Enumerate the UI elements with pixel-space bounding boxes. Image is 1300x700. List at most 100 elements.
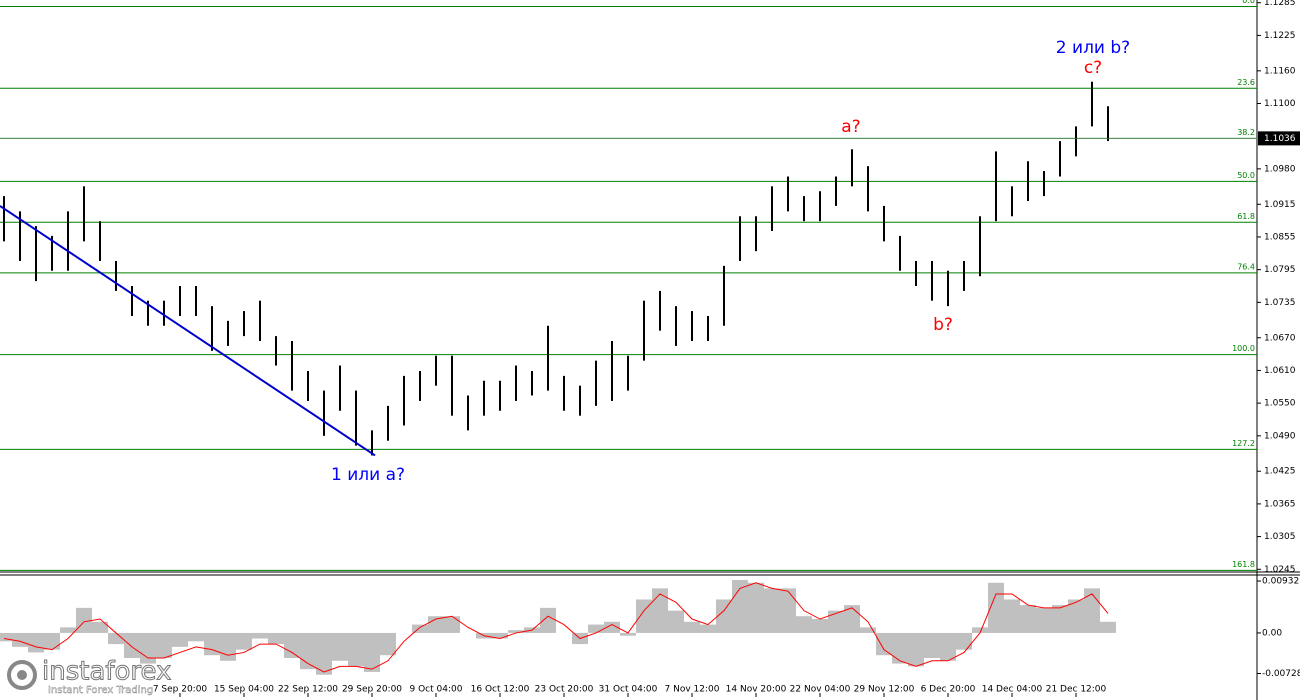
y-tick-label: 1.1100 (1264, 99, 1296, 109)
x-tick-label: 16 Oct 12:00 (471, 685, 530, 695)
histogram-bar (428, 616, 444, 633)
histogram-bar (748, 582, 764, 633)
histogram-bar (492, 632, 508, 639)
y-tick-label: 1.0610 (1264, 366, 1296, 376)
histogram-bar (380, 632, 396, 656)
histogram-bar (876, 632, 892, 656)
histogram-bar (316, 632, 332, 675)
fib-label: 76.4 (1237, 262, 1255, 271)
y-tick-label: 1.0490 (1264, 431, 1296, 441)
logo-icon (17, 670, 27, 680)
histogram-bar (620, 632, 636, 636)
fib-label: 23.6 (1237, 78, 1255, 87)
histogram-bar (812, 619, 828, 633)
fib-label: 50.0 (1237, 171, 1255, 180)
histogram-bar (1036, 607, 1052, 633)
histogram-bar (1020, 605, 1036, 633)
histogram-bar (764, 588, 780, 633)
histogram-bar (124, 632, 140, 659)
oscillator-layer: 7 Sep 20:00 15 Sep 04:00 22 Sep 12:00 29 Se… (0, 577, 1300, 697)
histogram-bar (892, 632, 908, 664)
histogram-bar (1068, 599, 1084, 633)
y2-tick-label: 0.00 (1262, 628, 1282, 638)
histogram-bar (156, 632, 172, 659)
histogram-bar (1052, 605, 1068, 633)
histogram-bar (1084, 588, 1100, 633)
histogram-bar (540, 607, 556, 633)
x-tick-label: 14 Nov 20:00 (726, 685, 787, 695)
y-tick-label: 1.1285 (1264, 0, 1296, 8)
histogram-bar (908, 632, 924, 667)
logo-icon (7, 660, 37, 690)
y-tick-label: 1.0245 (1264, 565, 1296, 575)
histogram-bar (220, 632, 236, 661)
y2-tick-label: -0.00728 (1262, 669, 1300, 679)
y2-tick-label: 0.00932 (1262, 577, 1299, 587)
histogram-bar (780, 588, 796, 633)
y-tick-label: 1.0550 (1264, 399, 1296, 409)
histogram-bar (348, 632, 364, 667)
wave-annotation: b? (933, 315, 953, 335)
histogram-bar (844, 605, 860, 633)
histogram-bar (716, 599, 732, 633)
histogram-bar (28, 632, 44, 653)
x-tick-label: 29 Nov 12:00 (854, 685, 915, 695)
x-tick-label: 9 Oct 04:00 (410, 685, 463, 695)
wave-annotation: c? (1084, 58, 1102, 78)
histogram-bar (700, 624, 716, 633)
histogram-bar (0, 632, 12, 642)
histogram-bar (924, 632, 940, 659)
histogram-bar (12, 632, 28, 647)
histogram-bar (1100, 621, 1116, 633)
y-tick-label: 1.0855 (1264, 232, 1296, 242)
logo-name: instaforex (42, 657, 171, 687)
y-tick-label: 1.0425 (1264, 467, 1296, 477)
x-tick-label: 6 Dec 20:00 (921, 685, 976, 695)
histogram-bar (940, 632, 956, 661)
histogram-bar (364, 632, 380, 672)
price-layer: 1.1285 1.1225 1.1160 1.1100 1.0980 1.0915 1.08… (0, 0, 1300, 575)
x-tick-label: 31 Oct 04:00 (599, 685, 658, 695)
last-price-box (1258, 131, 1300, 146)
fib-label: 38.2 (1237, 128, 1255, 137)
y-tick-label: 1.0795 (1264, 265, 1296, 275)
y-tick-label: 1.0980 (1264, 164, 1296, 174)
x-tick-label: 29 Sep 20:00 (342, 685, 402, 695)
y-tick-label: 1.0915 (1264, 200, 1296, 210)
histogram-bar (636, 599, 652, 633)
fib-label: 61.8 (1237, 212, 1255, 221)
histogram-bar (604, 621, 620, 633)
histogram-bar (252, 632, 268, 639)
y-tick-label: 1.0670 (1264, 333, 1296, 343)
fib-label: 100.0 (1232, 344, 1255, 353)
histogram-bar (332, 632, 348, 661)
x-tick-label: 22 Nov 04:00 (790, 685, 851, 695)
histogram-bar (412, 624, 428, 633)
histogram-bar (684, 621, 700, 633)
y-tick-label: 1.1160 (1264, 66, 1296, 76)
histogram-bar (188, 632, 204, 642)
wave-annotation: 1 или a? (331, 465, 405, 485)
histogram-bar (828, 610, 844, 633)
x-tick-label: 21 Dec 12:00 (1046, 685, 1107, 695)
histogram-bar (60, 627, 76, 633)
histogram-bar (284, 632, 300, 659)
logo-tagline: Instant Forex Trading (48, 685, 153, 696)
histogram-bar (988, 582, 1004, 633)
wave-annotation: a? (841, 117, 860, 137)
histogram-bar (860, 627, 876, 633)
histogram-bar (508, 630, 524, 633)
histogram-bar (972, 627, 988, 633)
fib-label: 127.2 (1232, 439, 1255, 448)
last-price-label: 1.1036 (1264, 134, 1296, 144)
histogram-bar (268, 632, 284, 645)
histogram-bar (92, 621, 108, 633)
fib-label: 0.0 (1242, 0, 1255, 5)
histogram-bar (956, 632, 972, 650)
x-tick-label: 15 Sep 04:00 (214, 685, 274, 695)
trendline (0, 205, 376, 457)
histogram-bar (796, 616, 812, 633)
histogram-bar (300, 632, 316, 670)
